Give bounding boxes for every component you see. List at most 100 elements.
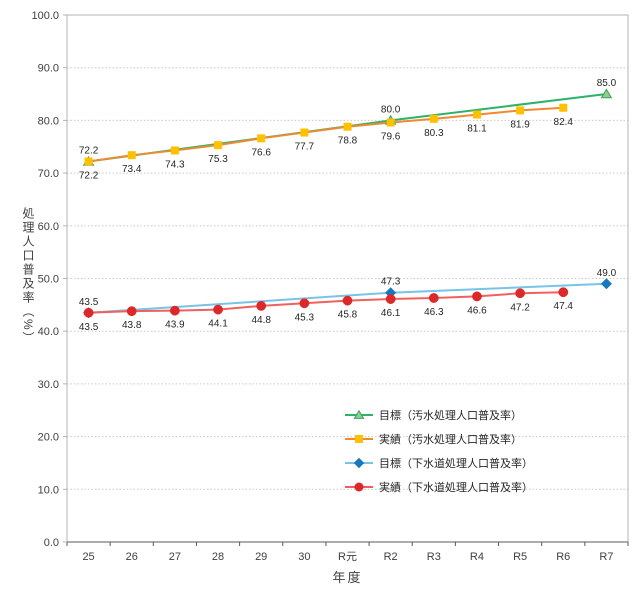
x-tick-label: R4 xyxy=(470,551,484,563)
data-point-label: 78.8 xyxy=(338,136,358,147)
legend-item: 目標（汚水処理人口普及率） xyxy=(344,403,533,427)
y-tick-label: 60.0 xyxy=(38,221,59,233)
data-point-marker xyxy=(256,301,267,311)
y-tick-label: 40.0 xyxy=(38,326,59,338)
data-point-marker xyxy=(257,134,266,143)
data-point-label: 73.4 xyxy=(122,164,142,175)
legend-label: 実績（汚水処理人口普及率） xyxy=(379,434,522,446)
data-point-label: 44.8 xyxy=(251,315,271,326)
data-point-marker xyxy=(386,118,395,127)
x-tick-label: R7 xyxy=(599,551,613,563)
data-point-marker xyxy=(342,295,353,306)
data-point-label: 81.9 xyxy=(510,119,530,130)
data-point-label: 80.0 xyxy=(381,104,401,115)
y-tick-label: 90.0 xyxy=(38,63,59,75)
circle-legend-marker-icon xyxy=(345,482,373,492)
legend-label: 目標（汚水処理人口普及率） xyxy=(379,410,522,422)
legend-marker xyxy=(355,435,363,443)
data-point-marker xyxy=(170,146,179,155)
data-point-marker xyxy=(515,288,526,299)
data-point-label: 72.2 xyxy=(79,171,99,182)
data-point-marker xyxy=(558,287,569,298)
y-tick-label: 70.0 xyxy=(38,168,59,180)
data-point-marker xyxy=(213,304,223,315)
data-point-label: 85.0 xyxy=(597,78,617,89)
data-point-marker xyxy=(472,291,482,302)
data-point-label: 45.3 xyxy=(295,312,315,323)
legend-item: 実績（汚水処理人口普及率） xyxy=(344,427,533,451)
square-legend-marker-icon xyxy=(345,435,373,443)
data-point-marker xyxy=(126,306,137,317)
data-point-label: 43.5 xyxy=(79,297,99,308)
legend-item: 目標（下水道処理人口普及率） xyxy=(344,451,533,475)
x-tick-label: R元 xyxy=(338,551,357,563)
data-point-marker xyxy=(343,122,352,131)
data-point-label: 76.6 xyxy=(251,147,271,158)
x-tick-label: 27 xyxy=(169,551,181,563)
y-tick-label: 0.0 xyxy=(44,537,59,549)
data-point-marker xyxy=(472,110,481,119)
x-tick-label: 28 xyxy=(212,551,224,563)
data-point-label: 43.5 xyxy=(79,322,99,333)
data-point-label: 47.2 xyxy=(510,302,530,313)
data-point-marker xyxy=(516,106,525,115)
data-point-marker xyxy=(300,128,309,137)
data-point-marker xyxy=(559,103,568,112)
legend-label: 実績（下水道処理人口普及率） xyxy=(379,482,533,494)
data-point-label: 81.1 xyxy=(467,124,487,135)
data-point-label: 77.7 xyxy=(295,142,315,153)
y-tick-label: 10.0 xyxy=(38,484,59,496)
legend-label: 目標（下水道処理人口普及率） xyxy=(379,458,533,470)
data-point-label: 46.6 xyxy=(467,305,487,316)
data-point-label: 75.3 xyxy=(208,154,228,165)
data-point-marker xyxy=(600,88,613,99)
x-axis-title: 年度 xyxy=(332,570,363,585)
diamond-legend-marker-icon xyxy=(345,457,373,469)
data-point-label: 47.4 xyxy=(554,301,574,312)
x-tick-label: R6 xyxy=(556,551,570,563)
legend-marker xyxy=(353,457,365,469)
data-point-label: 43.8 xyxy=(122,320,142,331)
x-tick-label: 26 xyxy=(126,551,138,563)
data-point-label: 80.3 xyxy=(424,128,444,139)
data-point-marker xyxy=(214,141,223,150)
data-point-marker xyxy=(169,305,180,316)
y-tick-label: 80.0 xyxy=(38,115,59,127)
series-line xyxy=(88,106,564,163)
data-point-marker xyxy=(83,307,94,318)
x-tick-label: R2 xyxy=(384,551,398,563)
triangle-legend-marker-icon xyxy=(345,409,373,419)
legend-marker xyxy=(354,482,364,492)
x-tick-label: R5 xyxy=(513,551,527,563)
data-point-marker xyxy=(299,298,310,309)
x-tick-label: 29 xyxy=(255,551,267,563)
x-tick-label: R3 xyxy=(427,551,441,563)
y-axis-title: 処理人口普及率（%） xyxy=(21,207,35,346)
data-point-marker xyxy=(428,293,439,303)
data-point-label: 72.2 xyxy=(79,146,99,157)
y-tick-label: 30.0 xyxy=(38,379,59,391)
data-point-label: 44.1 xyxy=(208,319,228,330)
data-point-marker xyxy=(385,294,396,304)
data-point-label: 74.3 xyxy=(165,159,185,170)
x-tick-label: 30 xyxy=(298,551,310,563)
data-point-label: 82.4 xyxy=(554,117,574,128)
data-point-marker xyxy=(600,278,613,290)
data-point-marker xyxy=(84,157,93,166)
data-point-label: 47.3 xyxy=(381,277,401,288)
legend-item: 実績（下水道処理人口普及率） xyxy=(344,475,533,499)
y-tick-label: 50.0 xyxy=(38,274,59,286)
data-point-marker xyxy=(127,151,136,160)
data-point-label: 46.1 xyxy=(381,308,401,319)
legend: 目標（汚水処理人口普及率） 実績（汚水処理人口普及率） 目標（下水道処理人口普及率）… xyxy=(344,403,533,499)
data-point-marker xyxy=(429,114,438,123)
data-point-label: 49.0 xyxy=(597,268,617,279)
data-point-label: 46.3 xyxy=(424,307,444,318)
y-tick-label: 20.0 xyxy=(38,432,59,444)
data-point-label: 79.6 xyxy=(381,132,401,143)
legend-marker xyxy=(353,409,365,419)
data-point-label: 43.9 xyxy=(165,320,185,331)
x-tick-label: 25 xyxy=(82,551,94,563)
